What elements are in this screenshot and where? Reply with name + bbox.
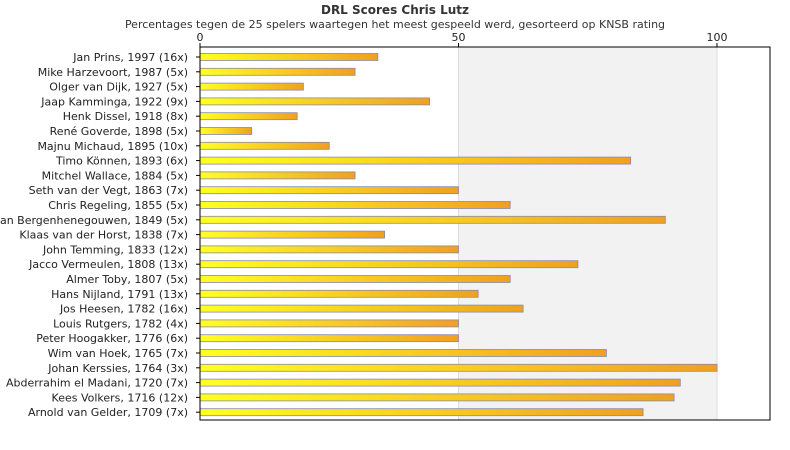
category-label: Klaas van der Horst, 1838 (7x) xyxy=(19,229,188,242)
chart-title: DRL Scores Chris Lutz xyxy=(320,3,469,17)
x-tick-label: 100 xyxy=(707,31,728,44)
category-label: Hans Nijland, 1791 (13x) xyxy=(51,288,188,301)
bar xyxy=(199,201,511,209)
bar xyxy=(199,275,511,283)
bar xyxy=(199,245,459,254)
category-label: René Goverde, 1898 (5x) xyxy=(50,125,188,138)
category-label: Seth van der Vegt, 1863 (7x) xyxy=(29,184,188,197)
bar xyxy=(199,393,675,402)
category-label: Peter Hoogakker, 1776 (6x) xyxy=(36,332,188,345)
bar xyxy=(199,230,385,239)
category-label: Louis Rutgers, 1782 (4x) xyxy=(53,317,188,330)
category-label: Jaap Kamminga, 1922 (9x) xyxy=(40,95,188,108)
x-tick-label: 50 xyxy=(452,31,466,44)
bar xyxy=(199,260,579,269)
bar xyxy=(199,67,356,76)
category-label: Almer Toby, 1807 (5x) xyxy=(66,273,188,286)
bar xyxy=(199,408,644,417)
category-label: Mitchel Wallace, 1884 (5x) xyxy=(42,169,188,182)
bar xyxy=(199,141,330,150)
category-label: van Bergenhenegouwen, 1849 (5x) xyxy=(0,214,188,227)
bar xyxy=(199,82,304,91)
bar xyxy=(199,349,607,357)
chart-subtitle: Percentages tegen de 25 spelers waartege… xyxy=(124,18,666,31)
bar xyxy=(199,334,459,343)
bar xyxy=(199,156,632,165)
category-label: Mike Harzevoort, 1987 (5x) xyxy=(38,66,188,79)
category-label: Jacco Vermeulen, 1808 (13x) xyxy=(28,258,188,271)
category-label: Johan Kerssies, 1764 (3x) xyxy=(47,362,188,375)
bar xyxy=(199,112,298,121)
category-label: Jos Heesen, 1782 (16x) xyxy=(59,303,188,316)
bar xyxy=(199,319,459,328)
plot-band xyxy=(458,47,717,420)
bar xyxy=(199,171,356,180)
bar xyxy=(199,97,430,106)
category-label: Majnu Michaud, 1895 (10x) xyxy=(37,140,188,153)
x-tick-label: 0 xyxy=(197,31,204,44)
bar xyxy=(199,363,718,372)
category-label: Abderrahim el Madani, 1720 (7x) xyxy=(6,377,188,390)
bar xyxy=(199,215,666,224)
bar xyxy=(199,378,681,387)
category-label: John Temming, 1833 (12x) xyxy=(42,243,188,256)
plot-area: 0 50 100 Jan Prins, 1997 (16x) Mike Harzevoo… xyxy=(0,31,771,421)
category-label: Kees Volkers, 1716 (12x) xyxy=(52,391,188,404)
category-label: Arnold van Gelder, 1709 (7x) xyxy=(28,406,188,419)
bar xyxy=(199,304,524,313)
plot-frame xyxy=(199,46,771,421)
category-label: Wim van Hoek, 1765 (7x) xyxy=(48,347,188,360)
bar xyxy=(199,127,253,135)
category-label: Chris Regeling, 1855 (5x) xyxy=(48,199,188,212)
bar xyxy=(199,289,479,298)
category-label: Jan Prins, 1997 (16x) xyxy=(72,51,188,64)
category-label: Olger van Dijk, 1927 (5x) xyxy=(49,81,188,94)
category-label: Timo Können, 1893 (6x) xyxy=(55,155,188,168)
plot-band xyxy=(717,47,770,420)
category-label: Henk Dissel, 1918 (8x) xyxy=(63,110,188,123)
bar xyxy=(199,53,379,61)
bar xyxy=(199,186,459,195)
